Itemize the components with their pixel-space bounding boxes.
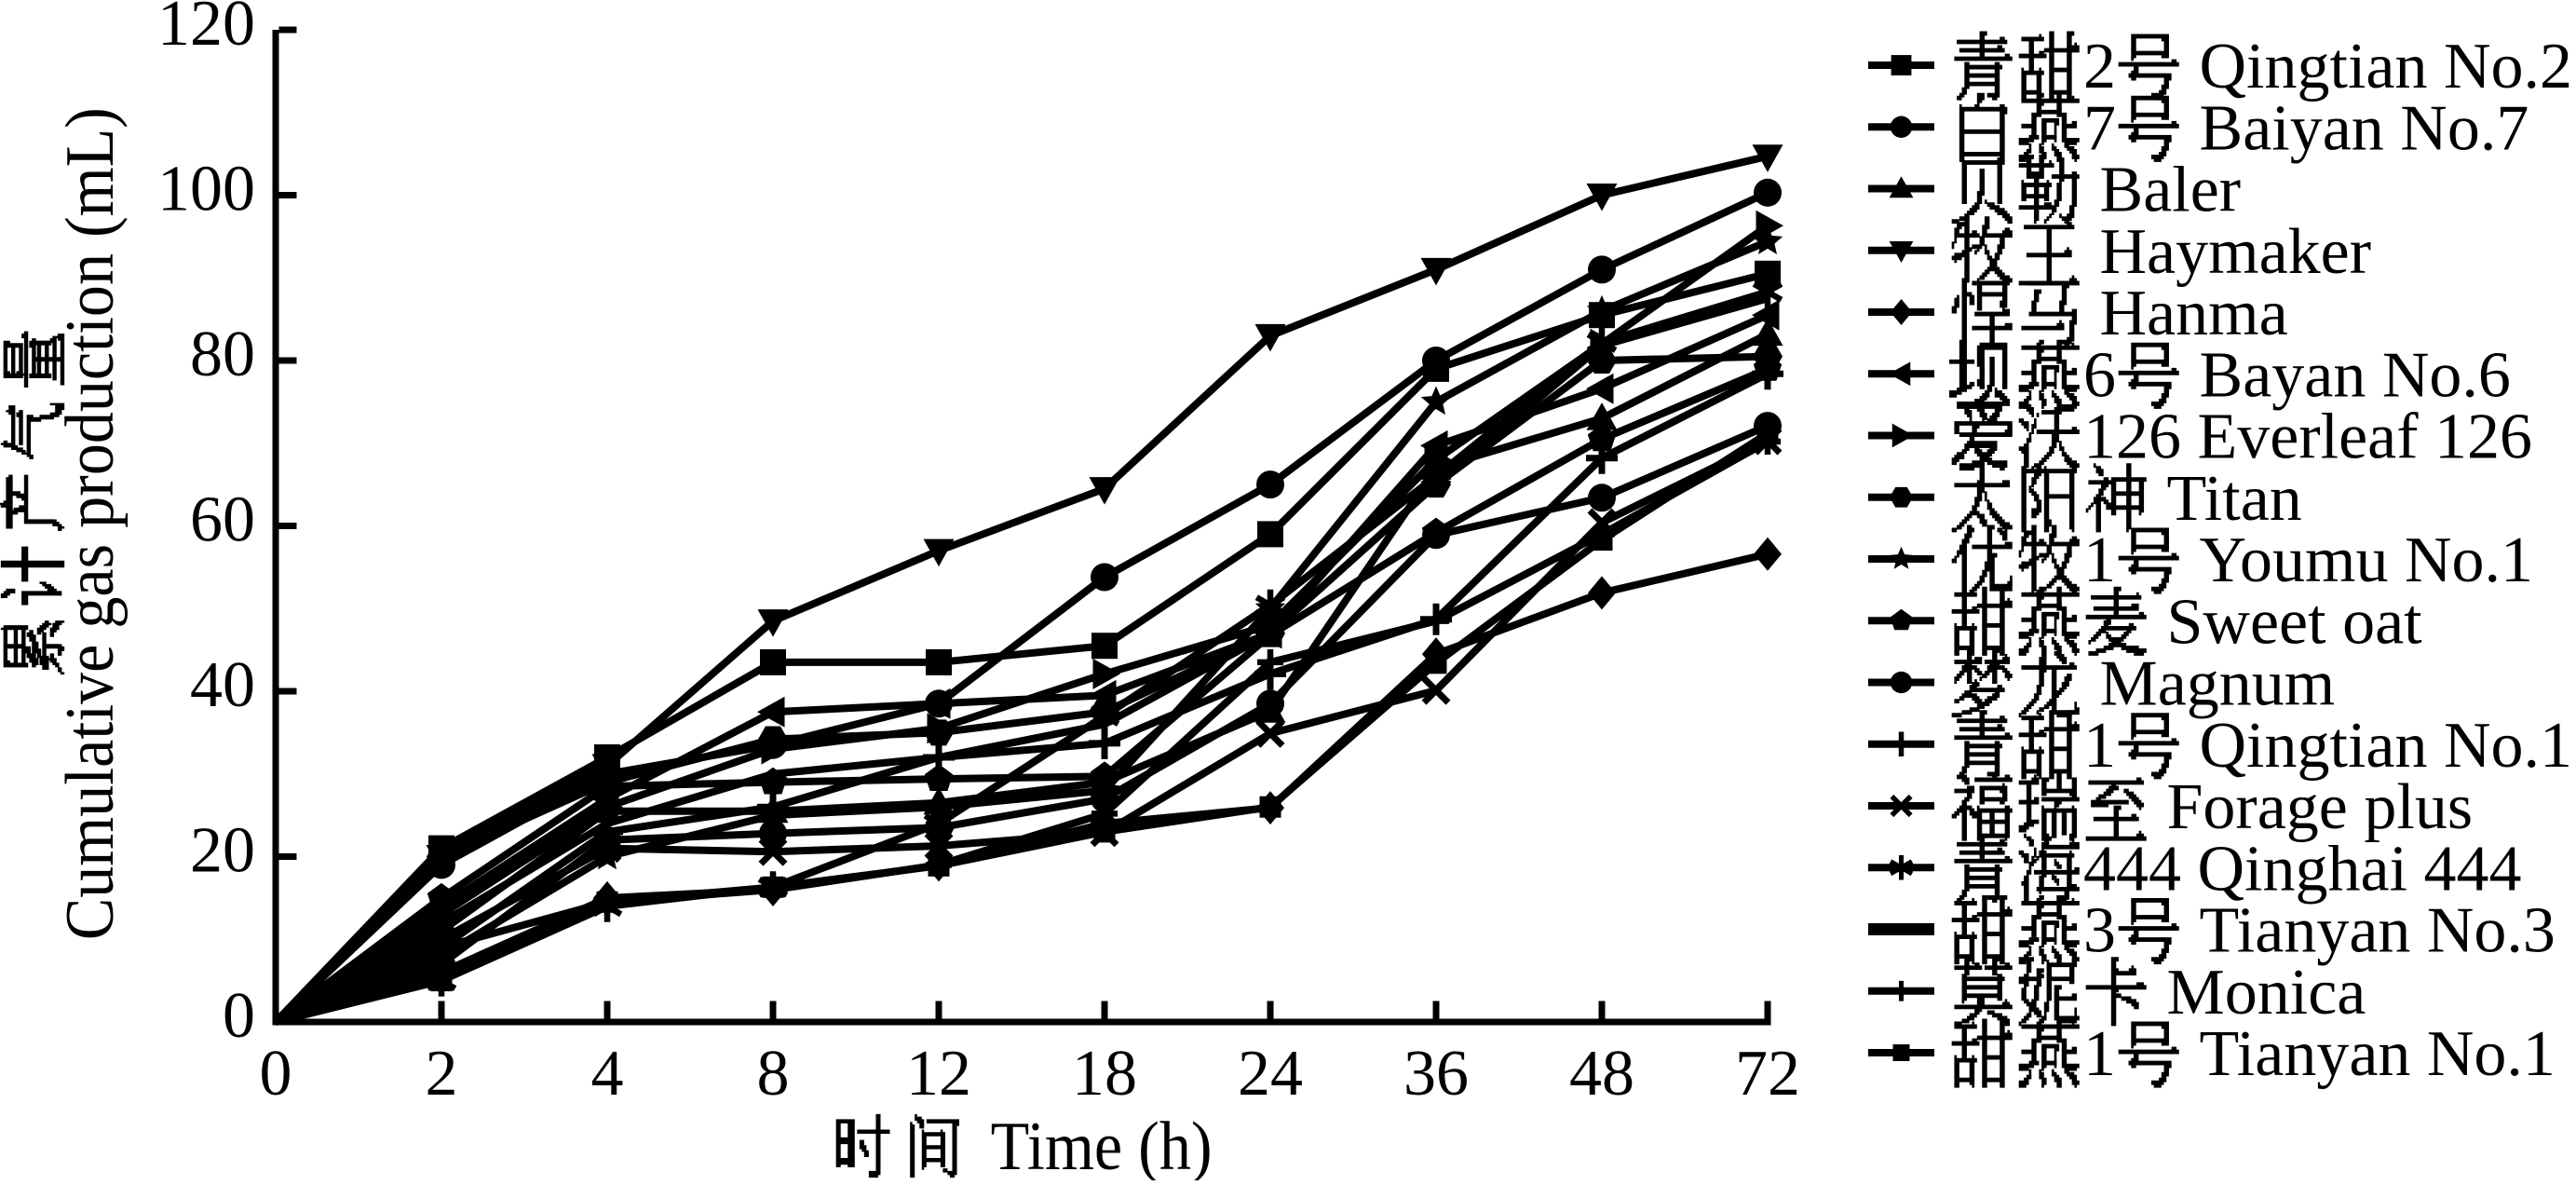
svg-text:1: 1 (2083, 710, 2116, 782)
svg-text:100: 100 (157, 154, 255, 225)
svg-text:Qingtian No.1: Qingtian No.1 (2200, 710, 2573, 782)
svg-text:60: 60 (190, 484, 255, 556)
svg-text:120: 120 (157, 0, 255, 60)
svg-text:80: 80 (190, 319, 255, 390)
svg-text:Sweet oat: Sweet oat (2167, 586, 2423, 658)
svg-text:Cumulative gas production (mL): Cumulative gas production (mL) (52, 107, 129, 940)
svg-text:4: 4 (591, 1038, 624, 1110)
svg-text:40: 40 (190, 649, 255, 721)
svg-text:36: 36 (1403, 1038, 1469, 1110)
svg-text:Youmu No.1: Youmu No.1 (2200, 524, 2534, 596)
svg-text:3: 3 (2083, 895, 2116, 967)
svg-text:24: 24 (1238, 1038, 1303, 1110)
svg-text:Magnum: Magnum (2100, 648, 2336, 720)
svg-text:48: 48 (1569, 1038, 1634, 1110)
svg-text:Bayan No.6: Bayan No.6 (2200, 339, 2511, 411)
svg-text:1: 1 (2083, 1018, 2116, 1090)
svg-text:12: 12 (906, 1038, 971, 1110)
svg-text:1: 1 (2083, 524, 2116, 596)
svg-text:7: 7 (2083, 92, 2116, 164)
svg-text:Titan: Titan (2167, 463, 2302, 535)
svg-text:0: 0 (260, 1038, 292, 1110)
svg-text:Qingtian No.2: Qingtian No.2 (2200, 31, 2573, 102)
svg-text:8: 8 (757, 1038, 790, 1110)
svg-text:2: 2 (2083, 31, 2116, 102)
svg-text:Time (h): Time (h) (991, 1109, 1213, 1180)
svg-text:Hanma: Hanma (2100, 278, 2288, 349)
svg-text:Baler: Baler (2100, 155, 2242, 226)
svg-text:6: 6 (2083, 339, 2116, 411)
svg-text:18: 18 (1072, 1038, 1137, 1110)
svg-text:2: 2 (426, 1038, 458, 1110)
svg-text:Tianyan No.1: Tianyan No.1 (2200, 1018, 2556, 1090)
svg-text:0: 0 (223, 980, 255, 1052)
svg-text:126 Everleaf 126: 126 Everleaf 126 (2083, 402, 2532, 473)
svg-text:72: 72 (1735, 1038, 1800, 1110)
svg-text:Tianyan No.3: Tianyan No.3 (2200, 895, 2556, 967)
svg-text:Forage plus: Forage plus (2167, 771, 2474, 843)
svg-text:444 Qinghai 444: 444 Qinghai 444 (2083, 833, 2522, 905)
svg-text:Baiyan No.7: Baiyan No.7 (2200, 92, 2529, 164)
svg-text:20: 20 (190, 815, 255, 887)
svg-text:Monica: Monica (2167, 957, 2366, 1028)
svg-text:Haymaker: Haymaker (2100, 216, 2372, 288)
